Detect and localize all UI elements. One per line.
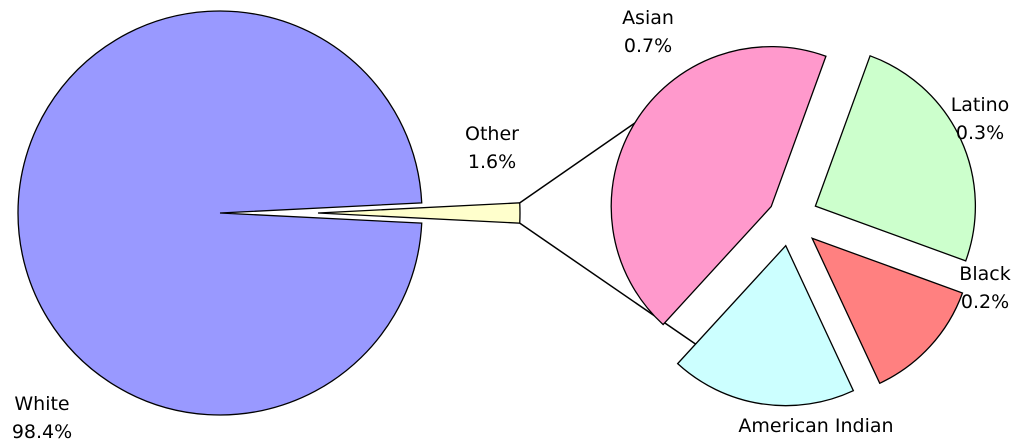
breakout-pie	[610, 45, 976, 407]
connector-line-bottom	[519, 222, 711, 355]
label-asian-percent: 0.7%	[624, 35, 672, 57]
label-black-name: Black	[959, 263, 1010, 285]
main-pie	[17, 10, 521, 416]
breakout-slice-american-indian	[814, 54, 976, 262]
label-other: Other 1.6%	[465, 123, 519, 173]
slice-labels: White 98.4% Other 1.6% Asian 0.7% Latino 0.3% Bl…	[12, 7, 1011, 444]
label-white: White 98.4%	[12, 393, 72, 443]
label-other-name: Other	[465, 123, 519, 145]
label-other-percent: 1.6%	[468, 151, 516, 173]
label-american-indian: American Indian0.4%	[738, 415, 893, 444]
pie-slice-white	[17, 10, 423, 416]
breakout-slice-latino	[676, 244, 855, 407]
label-latino-percent: 0.3%	[956, 122, 1004, 144]
label-asian-name: Asian	[622, 7, 674, 29]
breakout-slice-asian	[610, 45, 827, 326]
label-black-percent: 0.2%	[961, 291, 1009, 313]
pie-slice-other	[317, 202, 521, 224]
label-white-name: White	[14, 393, 69, 415]
label-asian: Asian 0.7%	[622, 7, 674, 57]
label-latino-name: Latino	[951, 94, 1010, 116]
breakout-slice-black	[810, 237, 964, 385]
label-white-percent: 98.4%	[12, 421, 72, 443]
label-latino: Latino 0.3%	[951, 94, 1010, 144]
label-american-indian-name: American Indian	[738, 415, 893, 437]
label-black: Black 0.2%	[959, 263, 1010, 313]
